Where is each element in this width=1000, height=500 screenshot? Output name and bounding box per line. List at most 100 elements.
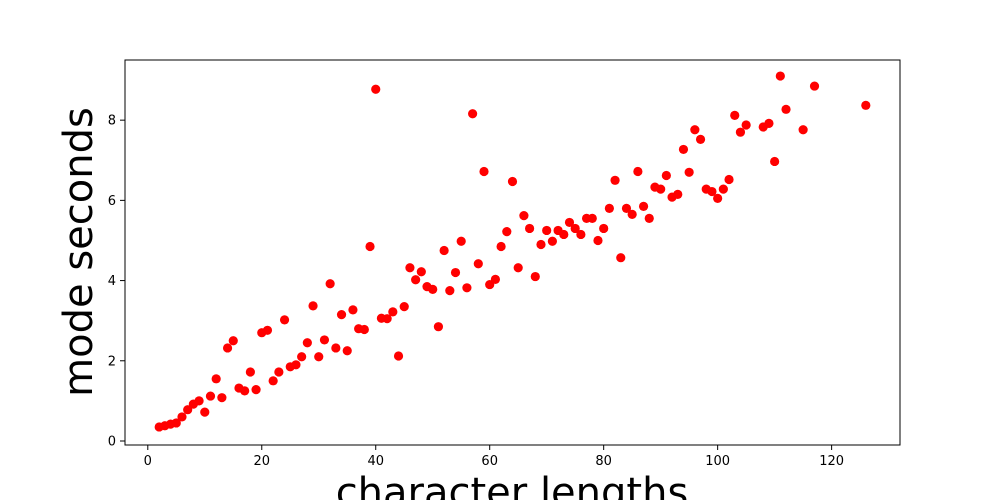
data-point (205, 391, 216, 401)
x-tick-label: 40 (367, 454, 384, 469)
data-point (302, 338, 312, 348)
data-point (713, 193, 723, 203)
data-point (621, 203, 632, 213)
data-point (559, 229, 569, 240)
data-point (251, 385, 261, 395)
y-tick-label: 4 (108, 274, 116, 289)
plot-frame (124, 59, 901, 446)
data-point (331, 343, 341, 353)
x-axis-label: character lengths (336, 470, 689, 500)
data-point (730, 110, 740, 120)
data-point (633, 166, 643, 177)
data-point (798, 125, 808, 135)
data-point (365, 241, 375, 252)
data-point (342, 346, 352, 356)
data-point (428, 284, 438, 294)
data-point (274, 367, 284, 377)
data-point (416, 267, 426, 277)
data-point (695, 134, 706, 145)
y-axis-label: mode seconds (56, 107, 102, 397)
data-point (183, 405, 193, 415)
data-point (638, 201, 649, 211)
data-point (547, 236, 557, 246)
data-point (593, 235, 603, 246)
data-point (171, 418, 181, 428)
data-point (507, 176, 518, 187)
data-point (718, 184, 728, 194)
data-point (809, 81, 820, 91)
data-point (211, 374, 221, 384)
data-point (314, 352, 324, 362)
data-point (308, 301, 318, 311)
data-point (656, 184, 666, 194)
y-tick-label: 6 (108, 194, 116, 209)
data-point (262, 325, 273, 335)
y-tick-label: 2 (108, 354, 116, 369)
data-point (861, 100, 871, 110)
data-point (399, 302, 409, 312)
data-point (319, 335, 330, 345)
data-point (673, 189, 683, 199)
x-axis-ticks: 0 20 40 60 80 100 120 (144, 445, 844, 469)
x-tick-label: 100 (705, 454, 730, 469)
data-point (217, 393, 227, 403)
data-point (616, 253, 626, 263)
data-point (576, 229, 586, 240)
data-point (291, 360, 301, 370)
data-point (348, 305, 358, 315)
data-point (724, 174, 734, 185)
data-point (604, 203, 614, 213)
data-point (456, 236, 466, 246)
data-point (502, 227, 512, 237)
data-point (462, 283, 472, 293)
data-point (450, 267, 461, 278)
data-point (268, 376, 278, 386)
data-point (382, 314, 392, 324)
data-point (530, 271, 540, 282)
data-point (473, 259, 483, 269)
x-tick-label: 120 (819, 454, 844, 469)
data-point (222, 343, 233, 353)
data-points (154, 71, 871, 432)
y-tick-label: 0 (108, 434, 116, 449)
data-point (371, 84, 381, 94)
y-axis-ticks: 0 2 4 6 8 (108, 114, 125, 449)
data-point (525, 223, 535, 234)
data-point (678, 144, 689, 155)
data-point (336, 310, 347, 320)
x-tick-label: 60 (481, 454, 498, 469)
data-point (405, 263, 415, 273)
data-point (325, 279, 335, 289)
data-point (513, 263, 523, 273)
data-point (240, 386, 250, 396)
x-tick-label: 80 (595, 454, 612, 469)
data-point (177, 412, 187, 422)
data-point (741, 120, 751, 130)
data-point (599, 223, 609, 234)
data-point (194, 396, 204, 406)
data-point (297, 352, 307, 362)
data-point (490, 274, 500, 284)
data-point (735, 127, 746, 137)
data-point (228, 336, 238, 346)
data-point (479, 166, 489, 177)
data-point (445, 286, 455, 296)
data-point (393, 351, 404, 361)
data-point (781, 104, 791, 114)
data-point (684, 167, 694, 177)
data-point (536, 239, 546, 250)
data-point (411, 275, 421, 285)
data-point (610, 175, 620, 185)
data-point (690, 125, 700, 135)
x-tick-label: 20 (253, 454, 270, 469)
data-point (359, 324, 369, 335)
data-point (200, 407, 210, 417)
data-point (439, 245, 449, 256)
data-point (433, 322, 444, 332)
data-point (468, 109, 478, 119)
data-point (627, 209, 637, 219)
y-tick-label: 8 (108, 114, 116, 129)
data-point (496, 241, 506, 252)
data-point (661, 170, 671, 181)
